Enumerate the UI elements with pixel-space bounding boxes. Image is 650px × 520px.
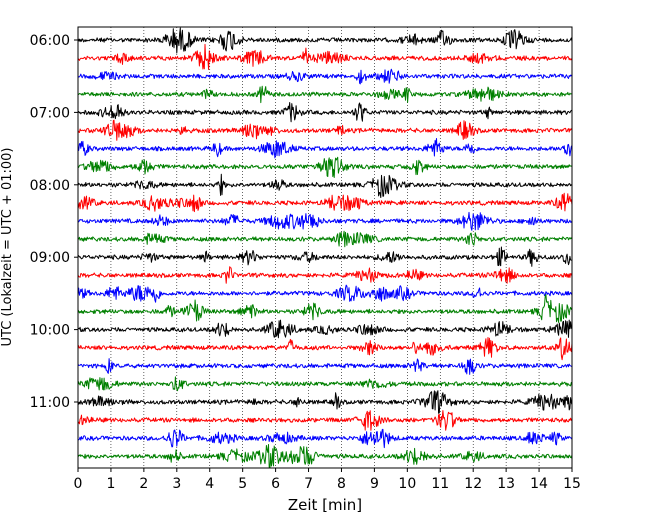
x-tick-label: 9 bbox=[370, 476, 379, 492]
x-tick-label: 6 bbox=[271, 476, 280, 492]
plot-frame bbox=[77, 26, 573, 469]
trace-1045 bbox=[77, 376, 573, 392]
x-tick-label: 3 bbox=[172, 476, 181, 492]
trace-0600 bbox=[77, 27, 573, 54]
x-tick-label: 2 bbox=[139, 476, 148, 492]
trace-1145 bbox=[77, 444, 573, 468]
trace-0700 bbox=[77, 102, 573, 123]
y-tick-label: 06:00 bbox=[30, 33, 70, 49]
trace-0730 bbox=[77, 138, 573, 159]
trace-1130 bbox=[77, 428, 573, 449]
y-tick-label: 10:00 bbox=[30, 323, 70, 339]
x-tick-label: 1 bbox=[106, 476, 115, 492]
trace-0630 bbox=[77, 68, 573, 85]
trace-0745 bbox=[77, 156, 573, 178]
trace-1115 bbox=[77, 410, 573, 431]
trace-0915 bbox=[77, 266, 573, 284]
x-tick-label: 14 bbox=[530, 476, 548, 492]
trace-0645 bbox=[77, 85, 573, 104]
trace-0900 bbox=[77, 246, 573, 267]
trace-0715 bbox=[77, 119, 573, 141]
trace-0930 bbox=[77, 284, 573, 303]
trace-1030 bbox=[77, 358, 573, 375]
x-axis-title: Zeit [min] bbox=[288, 496, 362, 514]
x-tick-label: 11 bbox=[431, 476, 449, 492]
trace-0945 bbox=[77, 294, 573, 323]
x-tick-label: 5 bbox=[238, 476, 247, 492]
y-axis-title: UTC (Lokalzeit = UTC + 01:00) bbox=[0, 148, 15, 347]
y-tick-label: 09:00 bbox=[30, 250, 70, 266]
x-tick-label: 7 bbox=[304, 476, 313, 492]
trace-0830 bbox=[77, 211, 573, 231]
traces bbox=[77, 27, 573, 468]
trace-1100 bbox=[77, 390, 573, 414]
y-axis: 06:00 07:00 08:00 09:00 10:00 11:00 bbox=[30, 33, 78, 411]
x-tick-label: 4 bbox=[205, 476, 214, 492]
trace-1000 bbox=[77, 319, 573, 339]
x-tick-label: 13 bbox=[497, 476, 515, 492]
trace-0845 bbox=[77, 230, 573, 248]
x-axis: 0 1 2 3 4 5 6 7 8 9 10 11 12 13 14 15 bbox=[74, 468, 581, 492]
x-tick-label: 8 bbox=[337, 476, 346, 492]
trace-0800 bbox=[77, 173, 573, 198]
trace-0815 bbox=[77, 192, 573, 213]
x-tick-label: 10 bbox=[398, 476, 416, 492]
y-tick-label: 07:00 bbox=[30, 105, 70, 121]
x-tick-label: 0 bbox=[74, 476, 83, 492]
trace-1015 bbox=[77, 337, 573, 361]
trace-0615 bbox=[77, 43, 573, 70]
y-tick-label: 08:00 bbox=[30, 178, 70, 194]
x-tick-label: 12 bbox=[464, 476, 482, 492]
plot-area bbox=[78, 27, 572, 468]
x-tick-label: 15 bbox=[563, 476, 581, 492]
y-tick-label: 11:00 bbox=[30, 395, 70, 411]
